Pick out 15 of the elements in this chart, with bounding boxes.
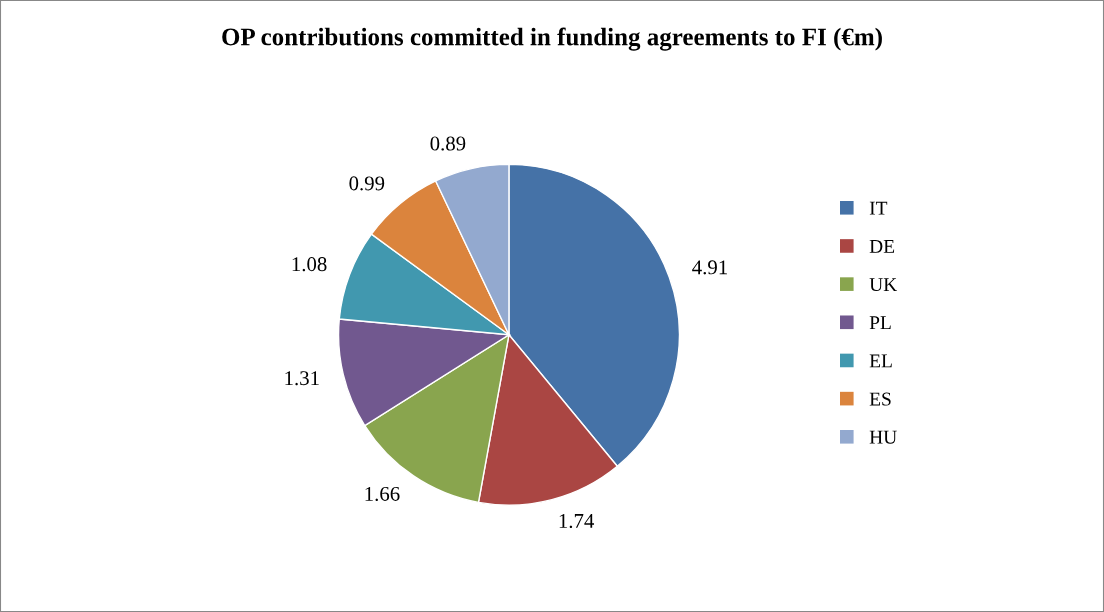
data-label: 0.99: [349, 176, 385, 191]
data-label: 4.91: [692, 260, 727, 275]
data-label: 1.66: [365, 486, 400, 501]
data-label: 1.31: [285, 371, 319, 386]
legend-label: HU: [869, 430, 897, 444]
data-label: 1.08: [292, 257, 327, 272]
data-label: 0.89: [430, 136, 466, 151]
legend-label: DE: [869, 240, 895, 253]
data-label: 1.74: [559, 513, 595, 529]
legend-label: PL: [869, 316, 891, 330]
legend-label: UK: [869, 278, 898, 292]
chart-title: OP contributions committed in funding agreements to FI (€m): [222, 27, 882, 51]
legend-label: ES: [869, 392, 891, 406]
legend-label: EL: [869, 354, 892, 368]
legend-label: IT: [869, 201, 888, 215]
